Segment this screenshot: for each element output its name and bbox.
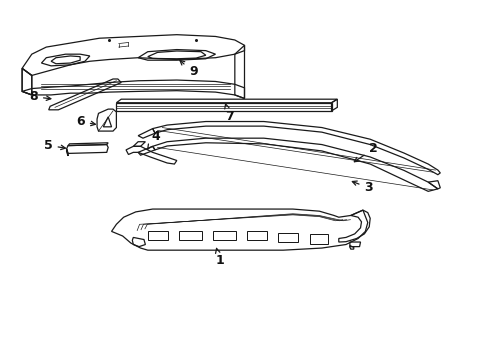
Text: 8: 8 <box>29 90 51 103</box>
Text: 9: 9 <box>180 60 197 78</box>
Text: 3: 3 <box>352 181 372 194</box>
Bar <box>278 233 297 242</box>
Text: 2: 2 <box>354 142 377 162</box>
Text: 5: 5 <box>44 139 65 152</box>
Bar <box>246 231 266 240</box>
Text: 6: 6 <box>76 115 95 128</box>
Bar <box>309 234 327 244</box>
Bar <box>147 231 168 240</box>
Bar <box>179 231 202 240</box>
Text: 7: 7 <box>224 104 233 123</box>
Bar <box>213 231 236 240</box>
Text: 4: 4 <box>147 130 160 149</box>
Text: 1: 1 <box>215 248 224 267</box>
